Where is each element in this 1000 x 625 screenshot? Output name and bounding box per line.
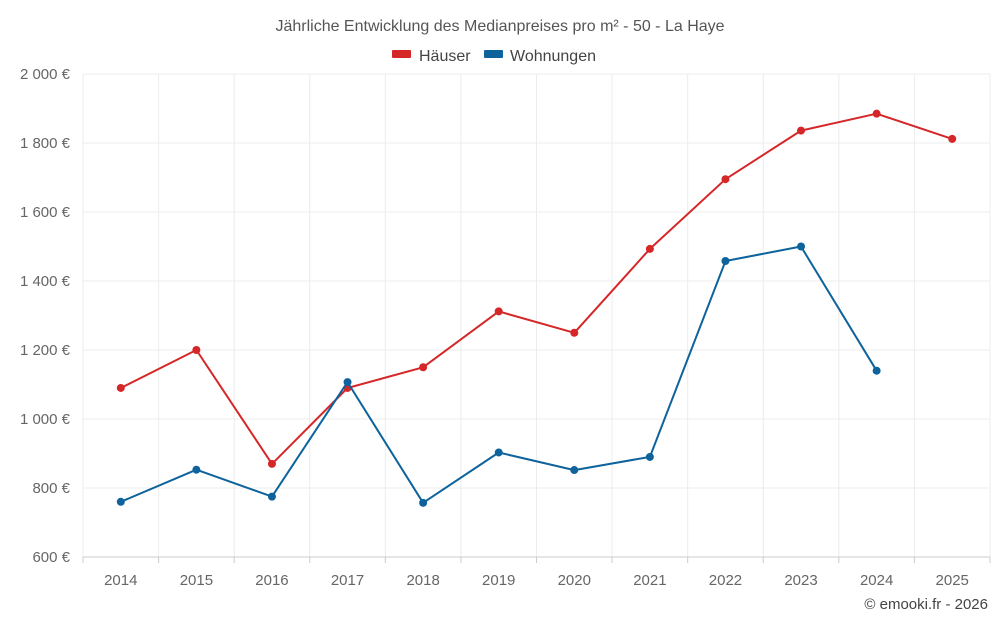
x-tick-label: 2019 bbox=[482, 572, 515, 589]
data-point[interactable] bbox=[419, 498, 428, 507]
data-point[interactable] bbox=[797, 126, 806, 135]
data-point[interactable] bbox=[419, 363, 428, 372]
y-tick-label: 1 800 € bbox=[20, 135, 71, 152]
grid bbox=[82, 73, 991, 557]
data-point[interactable] bbox=[872, 109, 881, 118]
x-tick-label: 2016 bbox=[255, 572, 288, 589]
x-tick-label: 2020 bbox=[558, 572, 591, 589]
legend: Häuser Wohnungen bbox=[392, 48, 596, 65]
credit-text: © emooki.fr - 2026 bbox=[864, 596, 988, 613]
data-point[interactable] bbox=[494, 307, 503, 316]
data-point[interactable] bbox=[570, 328, 579, 337]
data-point[interactable] bbox=[948, 134, 957, 143]
data-point[interactable] bbox=[116, 497, 125, 506]
y-tick-label: 1 600 € bbox=[20, 204, 71, 221]
x-tick-label: 2018 bbox=[406, 572, 439, 589]
x-tick-label: 2023 bbox=[784, 572, 817, 589]
data-point[interactable] bbox=[721, 175, 730, 184]
data-point[interactable] bbox=[872, 366, 881, 375]
data-point[interactable] bbox=[570, 466, 579, 475]
data-point[interactable] bbox=[645, 452, 654, 461]
legend-swatch-hauser bbox=[392, 50, 411, 58]
data-point[interactable] bbox=[645, 244, 654, 253]
data-point[interactable] bbox=[721, 256, 730, 265]
legend-label-wohnungen[interactable]: Wohnungen bbox=[510, 48, 596, 65]
data-point[interactable] bbox=[343, 378, 352, 387]
y-tick-label: 1 400 € bbox=[20, 273, 71, 290]
legend-swatch-wohnungen bbox=[484, 50, 503, 58]
x-tick-label: 2017 bbox=[331, 572, 364, 589]
y-tick-label: 1 000 € bbox=[20, 411, 71, 428]
data-point[interactable] bbox=[192, 346, 201, 354]
data-point[interactable] bbox=[494, 448, 503, 457]
x-tick-label: 2014 bbox=[104, 572, 137, 589]
chart-title: Jährliche Entwicklung des Medianpreises … bbox=[275, 18, 724, 35]
y-tick-label: 2 000 € bbox=[20, 66, 71, 83]
x-tick-label: 2015 bbox=[180, 572, 213, 589]
data-point[interactable] bbox=[267, 459, 276, 468]
x-tick-label: 2025 bbox=[936, 572, 969, 589]
x-tick-label: 2024 bbox=[860, 572, 893, 589]
y-tick-label: 800 € bbox=[32, 480, 70, 497]
data-point[interactable] bbox=[267, 492, 276, 501]
data-point[interactable] bbox=[192, 465, 201, 474]
x-tick-label: 2022 bbox=[709, 572, 742, 589]
series-line-0 bbox=[120, 112, 953, 465]
series bbox=[116, 109, 957, 507]
x-tick-label: 2021 bbox=[633, 572, 666, 589]
axes: 600 € 800 € 1 000 € 1 200 € 1 400 € 1 600 € 1 … bbox=[20, 66, 991, 589]
legend-label-hauser[interactable]: Häuser bbox=[419, 48, 471, 65]
data-point[interactable] bbox=[116, 383, 125, 392]
y-tick-label: 1 200 € bbox=[20, 342, 71, 359]
data-point[interactable] bbox=[797, 242, 806, 251]
y-tick-label: 600 € bbox=[32, 549, 70, 566]
